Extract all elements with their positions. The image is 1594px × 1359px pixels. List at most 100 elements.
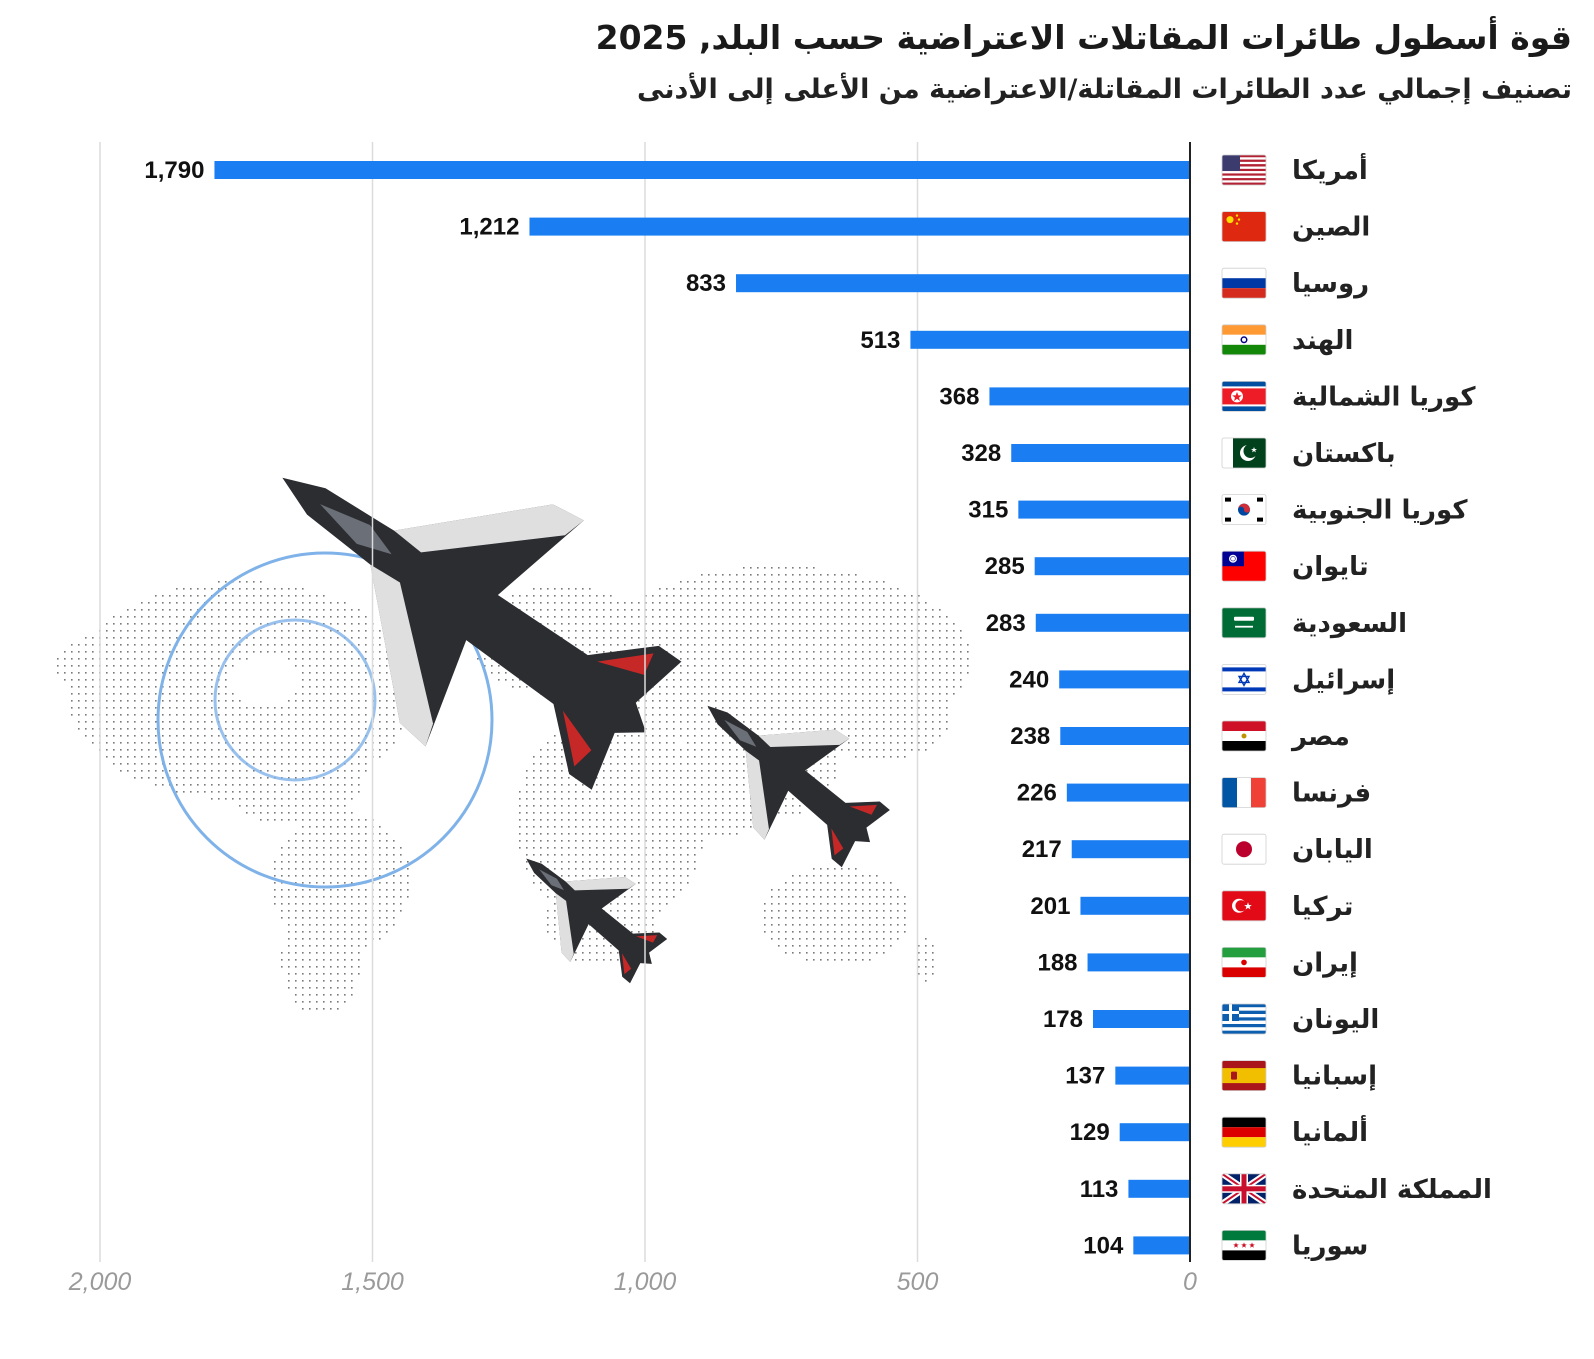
decoration-layer [57,364,969,1010]
category-label: تايوان [1292,552,1369,582]
flag-border [1221,607,1267,639]
flag-tw-icon [1222,551,1266,582]
chart-title: قوة أسطول طائرات المقاتلات الاعتراضية حس… [595,18,1572,57]
bar [1087,953,1190,972]
flag-border [1221,380,1267,412]
bars: 1,790 أمريكا 1,212 الصين 833 روسيا 513 الهند 368… [144,153,1492,1261]
flag-il-icon [1222,664,1266,695]
value-label: 188 [1037,949,1077,976]
axis-layer: 0 500 1,000 1,500 2,000 [68,142,1197,1296]
fighter-jet-icon [203,364,726,846]
flag-border [1221,1230,1267,1261]
x-tick-label: 1,500 [341,1268,404,1296]
target-ring-icon [156,551,494,889]
value-label: 104 [1083,1232,1124,1259]
value-label: 833 [686,270,726,297]
value-label: 137 [1065,1063,1105,1090]
flag-border [1221,1003,1267,1035]
bar [1080,896,1190,915]
bar [529,217,1190,236]
category-label: تركيا [1292,892,1353,922]
flag-pk-icon [1222,438,1266,468]
bar [1018,500,1190,519]
bar [1128,1179,1190,1198]
value-label: 226 [1017,780,1057,807]
flag-cn-icon [1222,211,1266,242]
flag-border [1221,211,1267,243]
bar [1035,613,1190,632]
fighter-jet-icon [493,819,685,1003]
x-tick-label: 1,000 [614,1268,677,1296]
flag-us-icon [1222,155,1266,185]
flag-border [1221,437,1267,469]
value-label: 129 [1070,1119,1110,1146]
flag-jp-icon [1222,834,1266,865]
value-label: 368 [939,383,979,410]
chart-subtitle: تصنيف إجمالي عدد الطائرات المقاتلة/الاعت… [637,74,1572,105]
flag-border [1221,833,1267,865]
flag-border [1221,890,1267,922]
category-label: الهند [1292,326,1353,356]
category-label: روسيا [1292,269,1369,299]
category-label: كوريا الشمالية [1292,382,1476,412]
flag-kr-icon [1222,494,1266,525]
flag-border [1221,664,1267,695]
flag-border [1221,494,1267,526]
bar [1059,670,1190,689]
category-label: إيران [1292,948,1358,978]
value-label: 201 [1030,893,1070,920]
value-label: 1,212 [459,214,519,241]
flag-border [1221,947,1267,978]
x-tick-label: 2,000 [68,1268,132,1296]
flag-sy-icon [1222,1230,1266,1261]
category-label: باكستان [1292,439,1396,469]
flag-de-icon [1222,1117,1266,1148]
flag-kp-icon [1222,381,1266,412]
value-label: 285 [985,553,1025,580]
category-label: إسبانيا [1292,1062,1377,1092]
category-label: السعودية [1292,609,1407,639]
category-label: الصين [1292,213,1370,243]
category-label: اليابان [1292,835,1373,865]
grid-lines [99,142,919,1262]
category-label: كوريا الجنوبية [1292,496,1468,526]
category-label: فرنسا [1292,779,1371,809]
value-label: 178 [1043,1006,1083,1033]
flag-border [1221,1060,1267,1091]
flag-gr-icon [1222,1004,1266,1034]
target-ring-icon [213,618,377,782]
category-label: أمريكا [1292,153,1368,186]
flag-gb-icon [1222,1173,1266,1204]
bar [1066,783,1190,802]
flag-tr-icon [1222,890,1266,921]
bar [736,274,1190,293]
bar [1119,1123,1190,1142]
category-label: اليونان [1292,1005,1379,1035]
category-label: ألمانيا [1292,1115,1368,1148]
flag-fr-icon [1222,777,1266,808]
value-label: 328 [961,440,1001,467]
x-tick-label: 0 [1183,1268,1197,1296]
flag-eg-icon [1222,721,1266,751]
value-label: 1,790 [144,157,204,184]
x-tick-label: 500 [897,1268,939,1296]
flag-border [1221,720,1267,752]
category-label: مصر [1290,722,1350,752]
category-label: إسرائيل [1292,665,1395,695]
flag-border [1221,267,1267,299]
bar [1011,444,1190,462]
bar [989,387,1190,406]
flag-ir-icon [1222,947,1266,978]
bar [1060,727,1190,745]
bar [1034,557,1190,576]
flag-border [1221,324,1267,356]
flag-border [1221,154,1267,186]
value-label: 315 [968,497,1008,524]
value-label: 238 [1010,723,1050,750]
flag-border [1221,1116,1267,1148]
flag-sa-icon [1222,607,1266,638]
category-label: سوريا [1292,1231,1368,1261]
bar [1133,1236,1190,1255]
bar [910,330,1190,349]
